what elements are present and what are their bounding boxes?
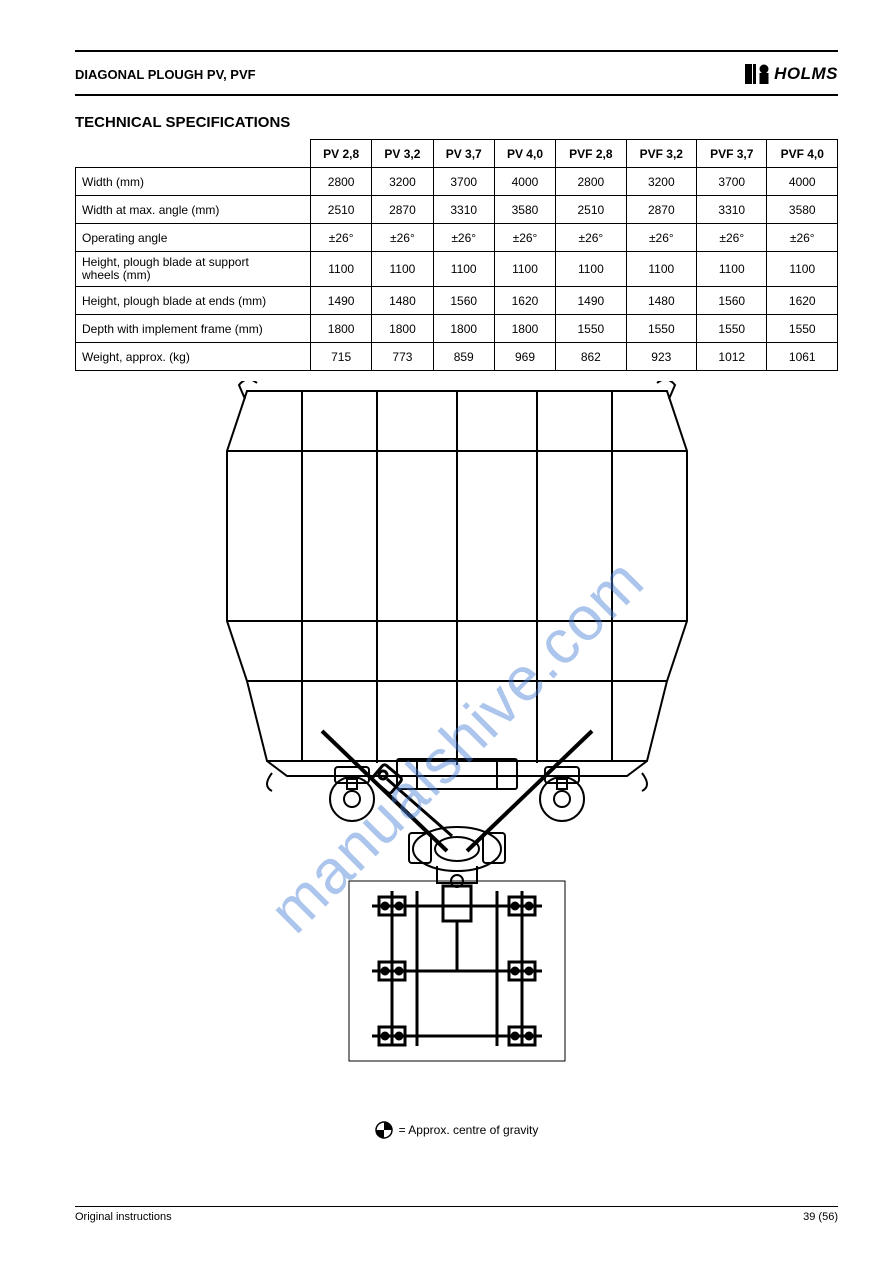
table-cell: 969: [494, 343, 555, 371]
col-header: PVF 3,2: [626, 140, 696, 168]
table-cell: 1800: [494, 315, 555, 343]
page-footer: Original instructions 39 (56): [75, 1206, 838, 1223]
table-cell: 1100: [494, 252, 555, 287]
table-cell: 1100: [767, 252, 838, 287]
table-cell: 1480: [372, 287, 433, 315]
table-row: Width (mm)280032003700400028003200370040…: [76, 168, 838, 196]
table-cell: ±26°: [494, 224, 555, 252]
table-cell: 1800: [311, 315, 372, 343]
cog-legend: = Approx. centre of gravity: [75, 1121, 838, 1139]
table-cell: 1490: [556, 287, 626, 315]
col-header: PVF 2,8: [556, 140, 626, 168]
spec-table-body: Width (mm)280032003700400028003200370040…: [76, 168, 838, 371]
table-cell: 1550: [697, 315, 767, 343]
table-cell: 1100: [556, 252, 626, 287]
table-row: Height, plough blade at supportwheels (m…: [76, 252, 838, 287]
table-cell: 1620: [494, 287, 555, 315]
table-cell: 1620: [767, 287, 838, 315]
table-cell: 1490: [311, 287, 372, 315]
table-cell: 1100: [372, 252, 433, 287]
header-row: DIAGONAL PLOUGH PV, PVF HOLMS: [75, 56, 838, 92]
cog-label: = Approx. centre of gravity: [399, 1123, 539, 1137]
table-corner-blank: [76, 140, 311, 168]
diagram-container: manualshive.com: [75, 381, 838, 1111]
table-cell: 2510: [311, 196, 372, 224]
table-cell: ±26°: [767, 224, 838, 252]
col-header: PVF 4,0: [767, 140, 838, 168]
table-cell: 1800: [372, 315, 433, 343]
col-header: PV 2,8: [311, 140, 372, 168]
table-cell: 2800: [556, 168, 626, 196]
rule-top: [75, 50, 838, 52]
row-label: Depth with implement frame (mm): [76, 315, 311, 343]
row-label: Width at max. angle (mm): [76, 196, 311, 224]
table-cell: 3310: [433, 196, 494, 224]
table-row: Depth with implement frame (mm)180018001…: [76, 315, 838, 343]
center-of-gravity-icon: [375, 1121, 393, 1139]
table-row: Width at max. angle (mm)2510287033103580…: [76, 196, 838, 224]
table-cell: 3700: [433, 168, 494, 196]
holms-logo-icon: [744, 62, 770, 86]
header-brand: HOLMS: [744, 62, 838, 86]
table-cell: 1100: [433, 252, 494, 287]
table-row: Height, plough blade at ends (mm)1490148…: [76, 287, 838, 315]
footer-left: Original instructions: [75, 1211, 172, 1223]
table-cell: 2870: [372, 196, 433, 224]
table-cell: 3580: [767, 196, 838, 224]
rule-header-bottom: [75, 94, 838, 96]
table-cell: 715: [311, 343, 372, 371]
table-cell: 1100: [626, 252, 696, 287]
table-cell: 773: [372, 343, 433, 371]
brand-text: HOLMS: [774, 64, 838, 84]
section-title: TECHNICAL SPECIFICATIONS: [75, 114, 838, 131]
table-cell: 1560: [697, 287, 767, 315]
table-cell: ±26°: [372, 224, 433, 252]
header-left-title: DIAGONAL PLOUGH PV, PVF: [75, 67, 256, 82]
spec-table: PV 2,8 PV 3,2 PV 3,7 PV 4,0 PVF 2,8 PVF …: [75, 139, 838, 371]
plough-top-view-diagram: [157, 381, 757, 1101]
table-cell: 2800: [311, 168, 372, 196]
table-cell: 2870: [626, 196, 696, 224]
table-cell: ±26°: [433, 224, 494, 252]
table-cell: 1012: [697, 343, 767, 371]
table-cell: 1800: [433, 315, 494, 343]
table-row: Operating angle±26°±26°±26°±26°±26°±26°±…: [76, 224, 838, 252]
table-cell: 2510: [556, 196, 626, 224]
row-label: Height, plough blade at supportwheels (m…: [76, 252, 311, 287]
table-cell: 859: [433, 343, 494, 371]
table-cell: 862: [556, 343, 626, 371]
footer-right: 39 (56): [803, 1211, 838, 1223]
row-label: Weight, approx. (kg): [76, 343, 311, 371]
table-cell: 4000: [494, 168, 555, 196]
table-cell: 4000: [767, 168, 838, 196]
table-cell: 1550: [556, 315, 626, 343]
table-cell: 1061: [767, 343, 838, 371]
row-label: Height, plough blade at ends (mm): [76, 287, 311, 315]
table-cell: 3700: [697, 168, 767, 196]
col-header: PVF 3,7: [697, 140, 767, 168]
table-row: Weight, approx. (kg)71577385996986292310…: [76, 343, 838, 371]
table-cell: ±26°: [311, 224, 372, 252]
table-cell: 1560: [433, 287, 494, 315]
table-cell: 1550: [626, 315, 696, 343]
row-label: Operating angle: [76, 224, 311, 252]
col-header: PV 3,7: [433, 140, 494, 168]
table-cell: 1100: [311, 252, 372, 287]
row-label: Width (mm): [76, 168, 311, 196]
table-cell: 923: [626, 343, 696, 371]
table-row: PV 2,8 PV 3,2 PV 3,7 PV 4,0 PVF 2,8 PVF …: [76, 140, 838, 168]
table-cell: 3580: [494, 196, 555, 224]
table-cell: 3310: [697, 196, 767, 224]
table-cell: 1550: [767, 315, 838, 343]
table-cell: ±26°: [556, 224, 626, 252]
table-cell: 1100: [697, 252, 767, 287]
col-header: PV 3,2: [372, 140, 433, 168]
table-cell: ±26°: [697, 224, 767, 252]
table-cell: 3200: [626, 168, 696, 196]
col-header: PV 4,0: [494, 140, 555, 168]
table-cell: 3200: [372, 168, 433, 196]
table-cell: 1480: [626, 287, 696, 315]
table-cell: ±26°: [626, 224, 696, 252]
spec-table-head: PV 2,8 PV 3,2 PV 3,7 PV 4,0 PVF 2,8 PVF …: [76, 140, 838, 168]
